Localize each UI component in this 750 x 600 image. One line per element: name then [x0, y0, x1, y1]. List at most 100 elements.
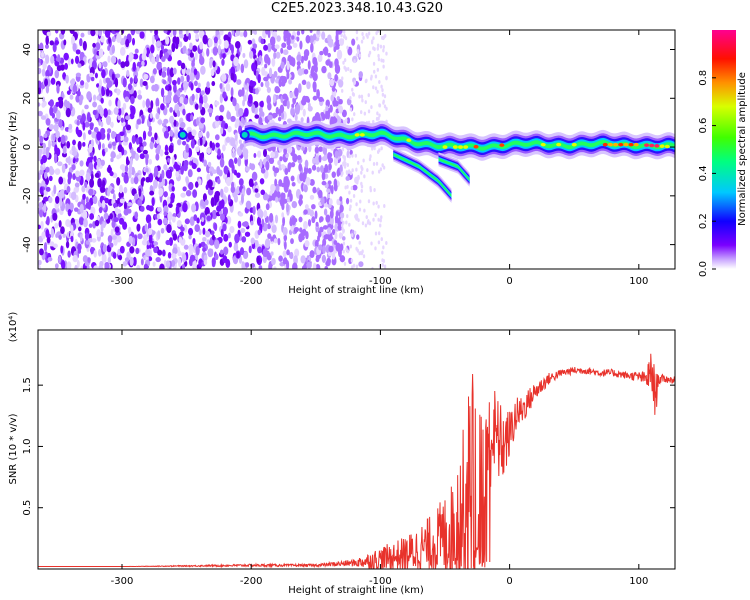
- noise-speck: [349, 69, 352, 74]
- noise-speck: [228, 232, 231, 239]
- noise-speck: [192, 157, 196, 164]
- noise-speck: [59, 197, 63, 207]
- noise-speck: [187, 169, 193, 178]
- noise-speck: [351, 233, 354, 238]
- noise-speck: [45, 166, 50, 173]
- noise-speck: [315, 221, 319, 227]
- x-tick-label: 0: [506, 276, 512, 287]
- noise-speck: [368, 221, 372, 226]
- noise-speck: [377, 169, 381, 174]
- noise-speck: [372, 46, 375, 51]
- x-tick-label: -100: [369, 576, 392, 587]
- noise-speck: [192, 259, 198, 269]
- noise-speck: [166, 223, 172, 234]
- noise-speck: [176, 219, 182, 228]
- noise-speck: [203, 102, 209, 109]
- noise-speck: [199, 30, 205, 39]
- noise-speck: [162, 66, 167, 72]
- noise-speck: [350, 186, 354, 191]
- noise-speck: [219, 249, 224, 255]
- noise-speck: [252, 205, 256, 216]
- noise-speck: [123, 186, 128, 194]
- colorbar-label: Normalized spectral amplitude: [737, 72, 748, 226]
- noise-speck: [230, 87, 234, 97]
- noise-speck: [209, 140, 213, 149]
- noise-speck: [50, 55, 55, 64]
- noise-speck: [106, 128, 112, 134]
- noise-speck: [164, 150, 169, 156]
- noise-speck: [157, 144, 162, 151]
- noise-speck: [183, 97, 189, 105]
- noise-speck: [73, 207, 79, 212]
- noise-speck: [301, 265, 307, 269]
- signal-hotspot: [618, 142, 624, 147]
- noise-speck: [245, 262, 250, 268]
- spectrogram-x-label: Height of straight line (km): [288, 285, 424, 296]
- y-tick-label: 1.0: [22, 438, 33, 454]
- noise-speck: [341, 38, 345, 43]
- noise-speck: [70, 224, 74, 234]
- snr-panel: -300 -200 -100 0 100 0.5 1.0 1.5 Height of str…: [8, 312, 676, 596]
- noise-speck: [289, 71, 295, 81]
- y-tick-label: 0.5: [22, 500, 33, 516]
- noise-speck: [71, 164, 76, 171]
- noise-speck: [42, 30, 47, 35]
- noise-speck: [107, 235, 113, 243]
- noise-speck: [153, 165, 159, 176]
- noise-speck: [109, 213, 113, 220]
- noise-speck: [67, 170, 73, 181]
- noise-speck: [272, 94, 277, 104]
- noise-speck: [116, 33, 122, 43]
- noise-speck: [344, 66, 348, 71]
- noise-speck: [149, 113, 153, 119]
- noise-speck: [204, 230, 211, 238]
- noise-speck: [180, 75, 185, 83]
- noise-speck: [301, 98, 307, 106]
- noise-speck: [110, 228, 114, 239]
- noise-speck: [112, 252, 117, 259]
- noise-speck: [107, 143, 112, 149]
- noise-speck: [298, 233, 304, 243]
- noise-speck: [260, 167, 266, 174]
- noise-speck: [380, 58, 383, 63]
- noise-speck: [343, 164, 347, 169]
- signal-hotspot: [628, 142, 634, 147]
- noise-speck: [98, 48, 104, 58]
- signal-hotspot: [613, 142, 619, 147]
- noise-speck: [61, 163, 66, 174]
- noise-speck: [84, 232, 90, 241]
- noise-speck: [329, 104, 333, 113]
- x-tick-label: -200: [240, 276, 263, 287]
- noise-speck: [245, 166, 250, 172]
- colorbar-tick-label: 0.8: [698, 70, 709, 86]
- noise-speck: [164, 85, 169, 91]
- noise-speck: [163, 211, 168, 217]
- noise-speck: [320, 196, 325, 206]
- noise-speck: [345, 197, 350, 205]
- noise-speck: [98, 79, 103, 88]
- noise-speck: [96, 131, 102, 141]
- noise-speck: [177, 60, 182, 66]
- noise-speck: [222, 223, 227, 232]
- noise-speck: [85, 196, 89, 204]
- noise-speck: [194, 103, 199, 110]
- noise-speck: [336, 116, 342, 124]
- noise-speck: [263, 76, 269, 82]
- noise-speck: [96, 158, 101, 168]
- noise-speck: [103, 197, 110, 204]
- noise-speck: [58, 234, 62, 240]
- noise-speck: [376, 89, 379, 94]
- y-tick-label: 0: [22, 144, 33, 150]
- noise-speck: [161, 169, 165, 180]
- noise-speck: [306, 98, 311, 103]
- noise-speck: [271, 57, 276, 67]
- noise-speck: [361, 221, 365, 226]
- noise-speck: [264, 80, 270, 88]
- noise-speck: [188, 181, 194, 191]
- noise-speck: [342, 241, 346, 246]
- noise-speck: [54, 40, 60, 45]
- noise-speck: [355, 53, 359, 58]
- noise-speck: [197, 82, 201, 88]
- noise-speck: [251, 104, 256, 114]
- noise-speck: [248, 50, 254, 59]
